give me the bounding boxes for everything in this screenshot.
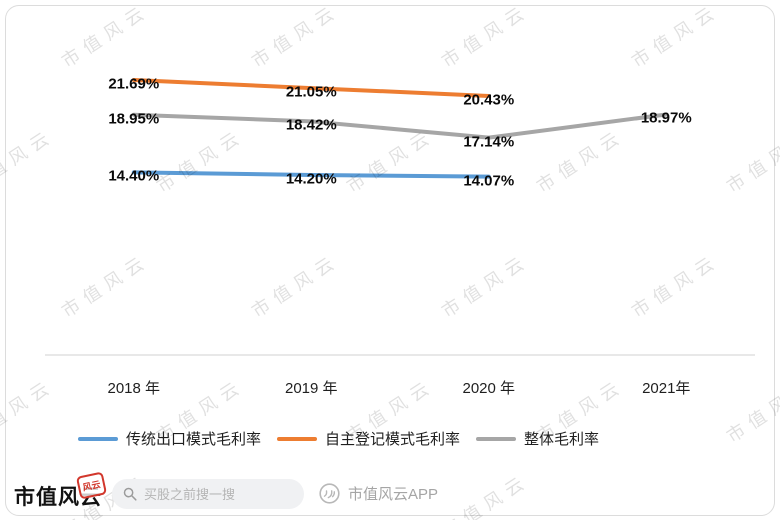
brand-seal-icon: 风云	[75, 471, 108, 500]
fengyun-logo-icon	[319, 483, 340, 504]
data-label: 14.40%	[108, 167, 160, 185]
legend-swatch	[476, 436, 517, 441]
data-label: 18.97%	[640, 109, 692, 127]
app-badge: 市值风云APP	[318, 482, 438, 505]
data-label: 18.42%	[285, 116, 337, 134]
data-label: 20.43%	[463, 91, 515, 109]
data-label: 14.07%	[463, 172, 515, 190]
data-label: 18.95%	[108, 110, 160, 128]
data-label: 14.20%	[285, 170, 337, 188]
series-line-2	[131, 112, 669, 140]
legend-swatch	[78, 436, 118, 441]
search-input[interactable]	[144, 486, 293, 502]
legend-item: 整体毛利率	[476, 428, 599, 449]
legend-label: 传统出口模式毛利率	[126, 431, 262, 448]
legend-item: 传统出口模式毛利率	[78, 428, 261, 449]
data-label: 21.69%	[108, 75, 160, 93]
legend-label: 自主登记模式毛利率	[325, 431, 461, 448]
x-axis-label: 2019 年	[284, 380, 338, 397]
legend-swatch	[277, 436, 318, 441]
app-label: 市值风云APP	[348, 486, 439, 503]
footer-bar: 市值风云 风云 市值风云APP	[0, 468, 780, 520]
search-box[interactable]	[112, 479, 304, 509]
data-label: 17.14%	[463, 133, 515, 151]
x-axis-label: 2020 年	[462, 380, 516, 397]
legend-item: 自主登记模式毛利率	[277, 428, 460, 449]
search-icon	[123, 487, 137, 501]
chart-legend: 传统出口模式毛利率 自主登记模式毛利率 整体毛利率	[78, 428, 599, 449]
series-line-0	[131, 170, 491, 179]
legend-label: 整体毛利率	[524, 431, 600, 448]
x-axis-label: 2018 年	[107, 380, 161, 397]
data-label: 21.05%	[285, 83, 337, 101]
series-line-1	[131, 77, 491, 98]
brand-seal-text: 风云	[81, 479, 102, 493]
x-axis-label: 2021年	[642, 380, 691, 397]
brand-logo: 市值风云 风云	[14, 471, 108, 511]
